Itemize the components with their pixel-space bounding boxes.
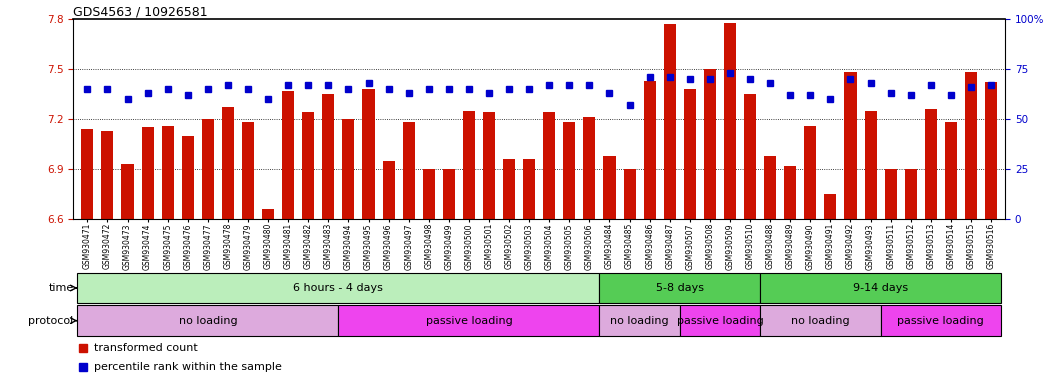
Bar — [563, 122, 576, 219]
Bar — [503, 159, 515, 219]
Bar — [885, 169, 896, 219]
Bar — [342, 119, 355, 219]
Bar — [600, 273, 760, 303]
Bar — [784, 166, 797, 219]
Bar — [463, 111, 475, 219]
Bar — [680, 305, 760, 336]
Bar — [583, 118, 596, 219]
Text: 6 hours - 4 days: 6 hours - 4 days — [293, 283, 383, 293]
Bar — [925, 109, 937, 219]
Bar — [905, 169, 917, 219]
Text: no loading: no loading — [179, 316, 238, 326]
Bar — [102, 131, 113, 219]
Bar — [338, 305, 600, 336]
Bar — [704, 69, 716, 219]
Bar — [82, 129, 93, 219]
Bar — [760, 273, 1001, 303]
Text: 5-8 days: 5-8 days — [655, 283, 704, 293]
Text: no loading: no loading — [610, 316, 669, 326]
Bar — [965, 73, 977, 219]
Bar — [881, 305, 1001, 336]
Bar — [985, 83, 997, 219]
Bar — [382, 161, 395, 219]
Bar — [664, 24, 675, 219]
Bar — [723, 23, 736, 219]
Text: no loading: no loading — [792, 316, 850, 326]
Bar — [603, 156, 616, 219]
Bar — [77, 273, 600, 303]
Bar — [543, 113, 555, 219]
Bar — [77, 305, 338, 336]
Bar — [303, 113, 314, 219]
Text: GDS4563 / 10926581: GDS4563 / 10926581 — [73, 5, 208, 18]
Text: 9-14 days: 9-14 days — [853, 283, 908, 293]
Bar — [121, 164, 134, 219]
Bar — [944, 122, 957, 219]
Bar — [423, 169, 435, 219]
Bar — [824, 194, 837, 219]
Bar — [865, 111, 876, 219]
Bar — [744, 94, 756, 219]
Bar — [242, 122, 254, 219]
Bar — [141, 127, 154, 219]
Bar — [362, 89, 375, 219]
Bar — [161, 126, 174, 219]
Bar — [524, 159, 535, 219]
Text: percentile rank within the sample: percentile rank within the sample — [94, 362, 282, 372]
Text: time: time — [48, 283, 73, 293]
Bar — [282, 91, 294, 219]
Bar — [760, 305, 881, 336]
Bar — [644, 81, 655, 219]
Bar — [600, 305, 680, 336]
Text: passive loading: passive loading — [676, 316, 763, 326]
Bar — [443, 169, 454, 219]
Text: passive loading: passive loading — [897, 316, 984, 326]
Text: passive loading: passive loading — [425, 316, 512, 326]
Bar — [222, 108, 233, 219]
Bar — [403, 122, 415, 219]
Bar — [845, 73, 856, 219]
Bar — [684, 89, 696, 219]
Bar — [624, 169, 636, 219]
Bar — [804, 126, 817, 219]
Bar — [182, 136, 194, 219]
Bar — [262, 209, 274, 219]
Bar — [483, 113, 495, 219]
Text: protocol: protocol — [28, 316, 73, 326]
Bar — [202, 119, 214, 219]
Bar — [764, 156, 776, 219]
Bar — [322, 94, 334, 219]
Text: transformed count: transformed count — [94, 343, 198, 353]
